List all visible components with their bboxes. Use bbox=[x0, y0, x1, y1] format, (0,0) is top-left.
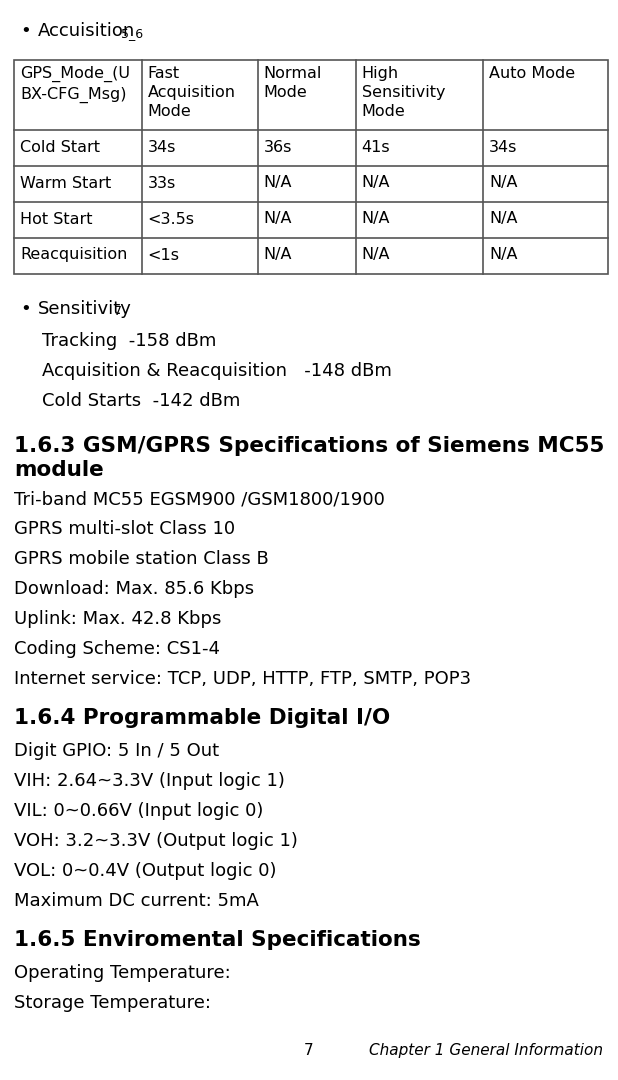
Text: Internet service: TCP, UDP, HTTP, FTP, SMTP, POP3: Internet service: TCP, UDP, HTTP, FTP, S… bbox=[14, 670, 471, 688]
Text: N/A: N/A bbox=[489, 212, 518, 227]
Text: N/A: N/A bbox=[489, 247, 518, 262]
Text: 41s: 41s bbox=[362, 139, 390, 154]
Text: N/A: N/A bbox=[362, 247, 390, 262]
Text: Auto Mode: Auto Mode bbox=[489, 66, 575, 81]
Text: Download: Max. 85.6 Kbps: Download: Max. 85.6 Kbps bbox=[14, 580, 254, 598]
Text: •: • bbox=[20, 22, 31, 40]
Text: 1.6.5 Enviromental Specifications: 1.6.5 Enviromental Specifications bbox=[14, 930, 421, 950]
Text: Coding Scheme: CS1-4: Coding Scheme: CS1-4 bbox=[14, 640, 220, 658]
Text: 36s: 36s bbox=[263, 139, 292, 154]
Text: VOL: 0~0.4V (Output logic 0): VOL: 0~0.4V (Output logic 0) bbox=[14, 862, 276, 880]
Text: N/A: N/A bbox=[263, 212, 292, 227]
Text: Operating Temperature:: Operating Temperature: bbox=[14, 964, 231, 982]
Text: N/A: N/A bbox=[263, 175, 292, 190]
Text: 33s: 33s bbox=[148, 175, 176, 190]
Text: N/A: N/A bbox=[263, 247, 292, 262]
Text: N/A: N/A bbox=[362, 175, 390, 190]
Text: Uplink: Max. 42.8 Kbps: Uplink: Max. 42.8 Kbps bbox=[14, 610, 221, 627]
Text: Warm Start: Warm Start bbox=[20, 175, 111, 190]
Text: VOH: 3.2~3.3V (Output logic 1): VOH: 3.2~3.3V (Output logic 1) bbox=[14, 832, 298, 850]
Text: Maximum DC current: 5mA: Maximum DC current: 5mA bbox=[14, 892, 259, 910]
Text: Tri-band MC55 EGSM900 /GSM1800/1900: Tri-band MC55 EGSM900 /GSM1800/1900 bbox=[14, 490, 385, 508]
Text: Normal
Mode: Normal Mode bbox=[263, 66, 322, 100]
Text: GPS_Mode_(U
BX-CFG_Msg): GPS_Mode_(U BX-CFG_Msg) bbox=[20, 66, 130, 103]
Text: 7: 7 bbox=[114, 305, 122, 318]
Text: •: • bbox=[20, 300, 31, 318]
Text: Tracking  -158 dBm: Tracking -158 dBm bbox=[42, 332, 216, 350]
Text: Acquisition & Reacquisition   -148 dBm: Acquisition & Reacquisition -148 dBm bbox=[42, 362, 392, 380]
Text: Chapter 1 General Information: Chapter 1 General Information bbox=[369, 1043, 603, 1058]
Text: High
Sensitivity
Mode: High Sensitivity Mode bbox=[362, 66, 445, 120]
Text: 1.6.3 GSM/GPRS Specifications of Siemens MC55
module: 1.6.3 GSM/GPRS Specifications of Siemens… bbox=[14, 436, 604, 480]
Text: Digit GPIO: 5 In / 5 Out: Digit GPIO: 5 In / 5 Out bbox=[14, 742, 219, 760]
Text: Cold Starts  -142 dBm: Cold Starts -142 dBm bbox=[42, 392, 240, 410]
Text: Accuisition: Accuisition bbox=[38, 22, 135, 40]
Text: 7: 7 bbox=[304, 1043, 314, 1058]
Text: Cold Start: Cold Start bbox=[20, 139, 100, 154]
Text: 34s: 34s bbox=[489, 139, 518, 154]
Text: Sensitivity: Sensitivity bbox=[38, 300, 132, 318]
Text: 34s: 34s bbox=[148, 139, 176, 154]
Text: 1.6.4 Programmable Digital I/O: 1.6.4 Programmable Digital I/O bbox=[14, 708, 390, 728]
Text: <3.5s: <3.5s bbox=[148, 212, 195, 227]
Bar bbox=[14, 60, 608, 274]
Text: N/A: N/A bbox=[489, 175, 518, 190]
Text: Fast
Acquisition
Mode: Fast Acquisition Mode bbox=[148, 66, 235, 120]
Text: VIH: 2.64~3.3V (Input logic 1): VIH: 2.64~3.3V (Input logic 1) bbox=[14, 772, 285, 789]
Text: GPRS mobile station Class B: GPRS mobile station Class B bbox=[14, 550, 269, 568]
Text: Storage Temperature:: Storage Temperature: bbox=[14, 994, 211, 1012]
Text: VIL: 0~0.66V (Input logic 0): VIL: 0~0.66V (Input logic 0) bbox=[14, 802, 263, 820]
Text: GPRS multi-slot Class 10: GPRS multi-slot Class 10 bbox=[14, 519, 235, 538]
Text: 5_6: 5_6 bbox=[121, 27, 143, 40]
Text: Hot Start: Hot Start bbox=[20, 212, 93, 227]
Text: N/A: N/A bbox=[362, 212, 390, 227]
Text: Reacquisition: Reacquisition bbox=[20, 247, 127, 262]
Text: <1s: <1s bbox=[148, 247, 180, 262]
